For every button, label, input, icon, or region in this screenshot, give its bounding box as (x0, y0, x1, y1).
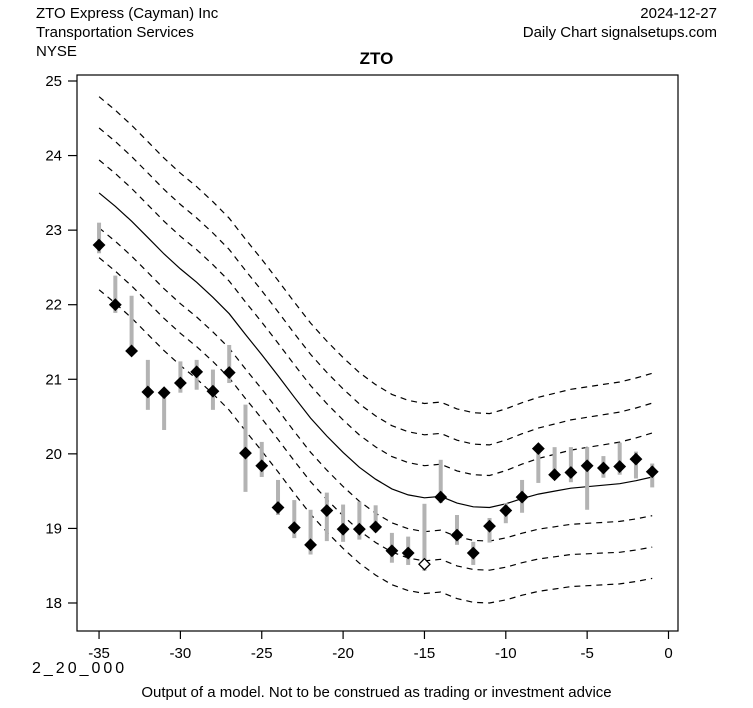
range-bar (276, 479, 281, 515)
range-bar (438, 459, 443, 504)
y-tick-label: 22 (45, 297, 62, 314)
close-diamond (190, 365, 204, 379)
close-diamond (531, 442, 545, 456)
disclaimer: Output of a model. Not to be construed a… (141, 684, 612, 701)
y-tick-label: 25 (45, 73, 62, 90)
range-bar (617, 442, 622, 475)
range-bar (129, 295, 134, 353)
close-diamond (450, 528, 464, 542)
chart-source: Daily Chart signalsetups.com (522, 24, 717, 41)
range-bar (585, 447, 590, 510)
range-bar (162, 391, 167, 430)
close-diamond (597, 461, 610, 475)
close-diamond (483, 519, 496, 533)
close-diamond (336, 522, 350, 536)
close-diamond (222, 366, 236, 379)
close-diamond (434, 490, 448, 504)
range-bar (422, 503, 427, 571)
x-tick-label: -10 (495, 645, 517, 662)
exchange-label: NYSE (36, 43, 77, 60)
close-diamond (157, 386, 171, 400)
range-bar (308, 509, 313, 555)
lower-band-2 (98, 257, 653, 571)
range-bar (568, 447, 573, 483)
y-tick-label: 20 (45, 446, 62, 463)
range-bar (227, 344, 232, 384)
x-tick-label: -5 (580, 645, 593, 662)
range-bar (292, 500, 297, 539)
close-diamond (125, 344, 139, 358)
close-diamond (352, 522, 366, 536)
close-diamond (141, 385, 155, 399)
close-diamond (239, 446, 252, 460)
y-tick-label: 23 (45, 222, 62, 239)
upper-band-1 (98, 159, 653, 477)
close-diamond (255, 459, 269, 473)
chart-title: ZTO (359, 49, 394, 68)
x-tick-label: -25 (251, 645, 273, 662)
x-tick-label: 0 (664, 645, 672, 662)
close-diamond (401, 546, 415, 560)
y-tick-label: 18 (45, 595, 62, 612)
close-diamond (92, 238, 106, 252)
upper-band-2 (98, 127, 653, 446)
range-bar (97, 222, 102, 254)
range-bar (552, 447, 557, 478)
x-tick-label: -30 (170, 645, 192, 662)
plot-frame (76, 74, 679, 632)
close-diamond (629, 452, 643, 466)
close-diamond-hollow (418, 557, 431, 571)
close-diamond (108, 298, 122, 312)
industry-label: Transportation Services (36, 24, 194, 41)
y-tick-label: 21 (45, 371, 62, 388)
close-diamond (173, 376, 187, 390)
y-tick-label: 24 (45, 148, 62, 165)
model-center-line (98, 192, 653, 509)
upper-band-3 (98, 96, 653, 415)
close-diamond (271, 501, 285, 514)
y-tick-label: 19 (45, 520, 62, 537)
lower-band-3 (98, 289, 653, 604)
close-diamond (206, 384, 220, 398)
close-diamond (369, 520, 383, 534)
model-code: 2_20_000 (32, 660, 128, 677)
close-diamond (320, 504, 334, 517)
x-tick-label: -35 (88, 645, 110, 662)
range-bar (536, 447, 541, 483)
x-tick-label: -15 (414, 645, 436, 662)
close-diamond (580, 459, 594, 473)
chart-date: 2024-12-27 (640, 5, 717, 22)
close-diamond (287, 521, 301, 535)
range-bar (357, 501, 362, 540)
close-diamond (613, 460, 627, 473)
close-diamond (304, 538, 317, 552)
close-diamond (645, 465, 659, 479)
close-diamond (548, 468, 562, 482)
close-diamond (385, 544, 399, 558)
close-diamond (564, 466, 578, 479)
range-bar (145, 359, 150, 410)
range-bar (373, 505, 378, 533)
close-diamond (515, 490, 529, 504)
range-bar (113, 275, 118, 313)
close-diamond (499, 504, 513, 517)
close-diamond (466, 546, 480, 560)
x-tick-label: -20 (332, 645, 354, 662)
company-name: ZTO Express (Cayman) Inc (36, 5, 219, 22)
